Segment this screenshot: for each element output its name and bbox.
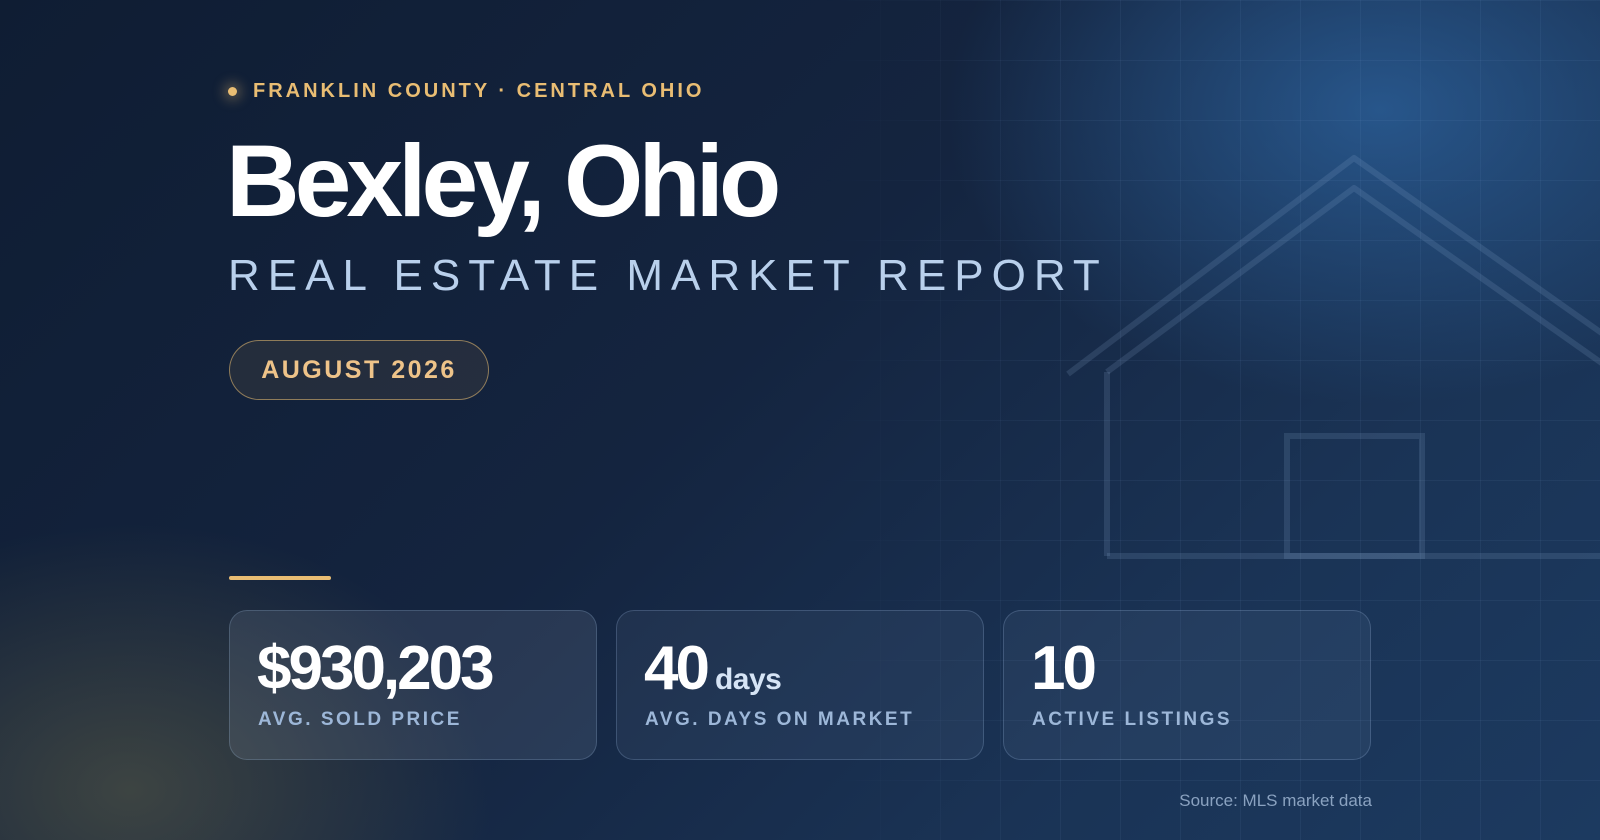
period-badge: AUGUST 2026 [229,340,489,400]
stat-number: 10 [1031,634,1097,703]
background-grid [820,0,1600,840]
report-subtitle: REAL ESTATE MARKET REPORT [228,251,1108,300]
stat-value: 40 days [644,634,782,703]
stat-value: $930,203 [257,634,495,703]
stat-number: 40 [644,634,710,703]
source-note: Source: MLS market data [1179,791,1372,810]
stat-card-active-listings: 10 ACTIVE LISTINGS [1003,610,1371,760]
stat-card-avg-sold-price: $930,203 AVG. SOLD PRICE [229,610,597,760]
stat-label: AVG. SOLD PRICE [258,709,462,730]
location-eyebrow: FRANKLIN COUNTY · CENTRAL OHIO [228,80,704,103]
accent-divider [229,576,331,580]
stat-card-avg-days-on-market: 40 days AVG. DAYS ON MARKET [616,610,984,760]
stat-label: AVG. DAYS ON MARKET [645,709,915,730]
location-label: FRANKLIN COUNTY · CENTRAL OHIO [253,80,705,102]
stat-unit: days [714,663,782,696]
house-icon [1066,155,1600,559]
dot-icon [228,87,237,96]
page-title: Bexley, Ohio [226,124,781,238]
stat-label: ACTIVE LISTINGS [1032,709,1233,730]
stat-value: 10 [1031,634,1097,703]
stat-number: $930,203 [257,634,495,703]
